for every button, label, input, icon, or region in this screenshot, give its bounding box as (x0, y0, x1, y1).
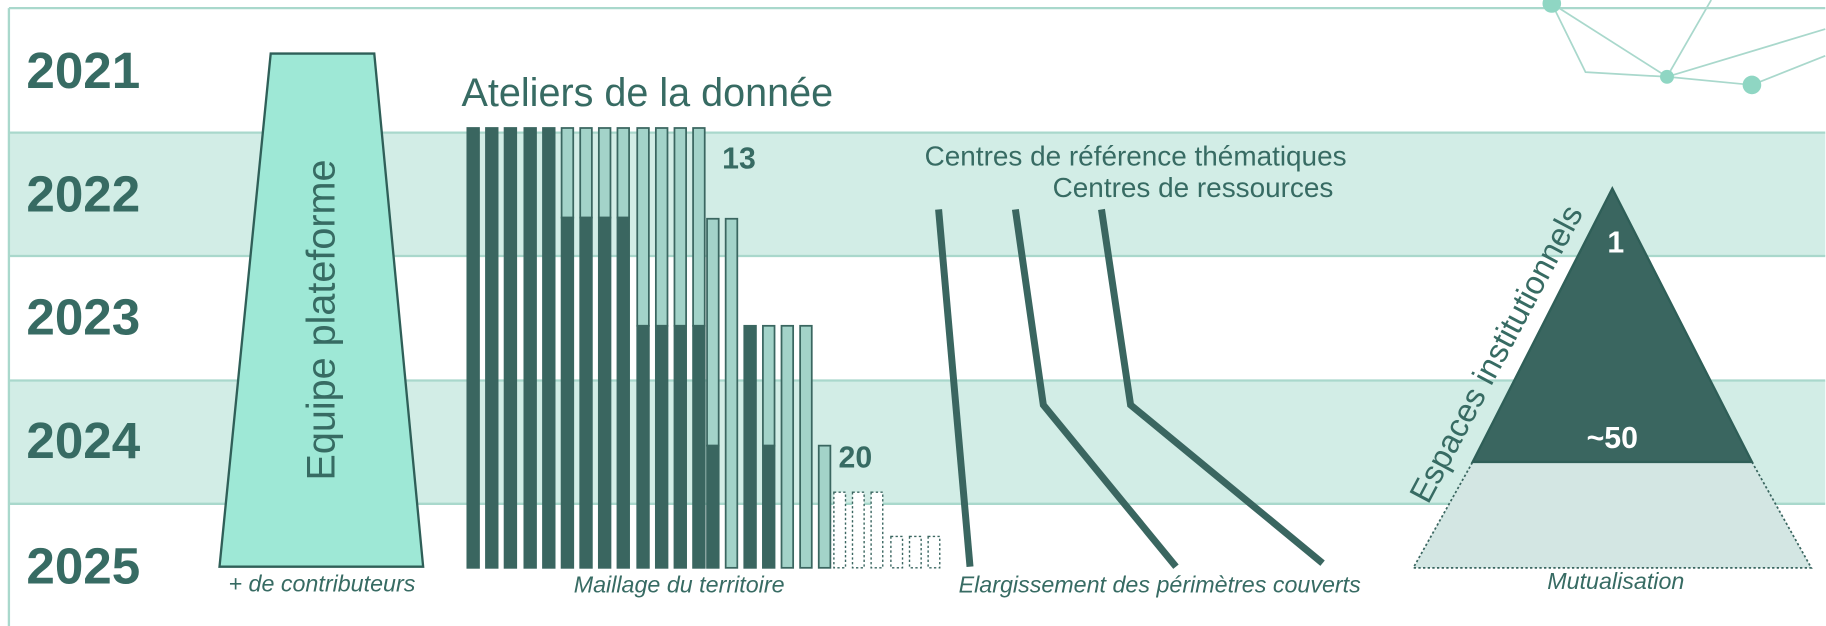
bar-segment (674, 326, 686, 568)
bar-segment (637, 326, 649, 568)
bar-segment (637, 128, 649, 326)
bar-segment (834, 492, 846, 568)
bar-segment (726, 219, 738, 568)
bar-segment (580, 128, 592, 218)
bar-segment (524, 128, 536, 568)
bar-segment (486, 128, 498, 568)
bar-segment (852, 492, 864, 568)
bar-segment (693, 326, 705, 568)
workshops-count: 13 (722, 143, 756, 176)
year: 2024 (26, 412, 140, 469)
bar-segment (707, 446, 719, 568)
page: {"years": ["2021", "2022", "2023", "2024… (0, 0, 1826, 626)
bar-segment (562, 128, 574, 218)
bar-segment (800, 326, 812, 568)
bar-segment (819, 446, 831, 568)
bar-segment (599, 128, 611, 218)
diagram: 2021 2022 2023 2024 2025 Equipe platefor… (0, 0, 1826, 626)
pyramid-base (1413, 462, 1811, 568)
bar-segment (617, 218, 629, 568)
institutions-caption: Mutualisation (1547, 568, 1684, 594)
platform-label: Equipe plateforme (300, 159, 344, 480)
year: 2022 (26, 165, 140, 222)
bar-segment (599, 218, 611, 568)
bar-segment (763, 326, 775, 446)
bar-segment (580, 218, 592, 568)
bar-segment (467, 128, 479, 568)
bar-segment (543, 128, 555, 568)
network-decor (1552, 0, 1825, 85)
workshops-count: 20 (839, 442, 873, 475)
bar-segment (674, 128, 686, 326)
centres-resources: Centres de ressources (1053, 172, 1334, 203)
year: 2021 (26, 42, 140, 99)
bar-segment (891, 536, 903, 567)
pyramid-base-value: ~50 (1587, 422, 1638, 455)
bar-segment (505, 128, 517, 568)
bar-segment (744, 326, 756, 568)
platform-caption: + de contributeurs (228, 570, 415, 596)
year: 2025 (26, 538, 140, 595)
bar-segment (656, 128, 668, 326)
year: 2023 (26, 289, 140, 346)
bar-segment (871, 492, 883, 568)
bar-segment (562, 218, 574, 568)
centres-caption: Elargissement des périmètres couverts (959, 572, 1362, 598)
bar-segment (707, 219, 719, 446)
bar-segment (656, 326, 668, 568)
bar-segment (928, 536, 940, 567)
bar-segment (782, 326, 794, 568)
network-dots (1542, 0, 1761, 94)
workshops-caption: Maillage du territoire (574, 572, 785, 598)
workshops-title: Ateliers de la donnée (462, 71, 834, 115)
bar-segment (763, 446, 775, 568)
bar-segment (617, 128, 629, 218)
centres-thematic: Centres de référence thématiques (925, 141, 1347, 172)
bar-segment (693, 128, 705, 326)
pyramid-top-value: 1 (1607, 226, 1624, 259)
bar-segment (910, 536, 922, 567)
